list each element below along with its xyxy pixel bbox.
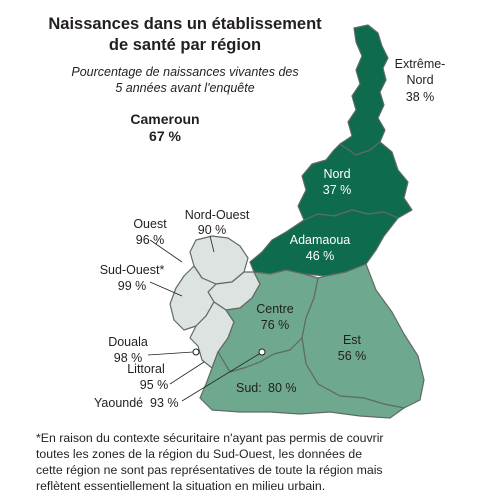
label-ouest-name: Ouest [133,217,167,231]
yaounde-marker [259,349,265,355]
label-extreme-nord-name-2: Nord [406,73,433,87]
label-extreme-nord-name: Extrême- [395,57,446,71]
label-douala-name: Douala [108,335,148,349]
label-yaounde-name: Yaoundé [94,396,143,410]
label-nord-ouest-value: 90 % [198,223,227,237]
label-sud-name: Sud: [236,381,262,395]
region-nord[interactable] [298,142,412,220]
label-centre-name: Centre [256,302,294,316]
footnote-line-1: *En raison du contexte sécuritaire n'aya… [36,430,476,446]
region-extreme-nord[interactable] [340,25,388,155]
label-nord-name: Nord [323,167,350,181]
label-yaounde-value: 93 % [150,396,179,410]
douala-marker [193,349,199,355]
footnote-line-3: cette région ne sont pas représentatives… [36,462,476,478]
label-littoral-value: 95 % [140,378,169,392]
label-est-value: 56 % [338,349,367,363]
label-centre-value: 76 % [261,318,290,332]
label-adamaoua-name: Adamaoua [290,233,351,247]
label-adamaoua-value: 46 % [306,249,335,263]
label-extreme-nord-value: 38 % [406,90,435,104]
label-est-name: Est [343,333,362,347]
label-sud-ouest-value: 99 % [118,279,147,293]
label-nord-value: 37 % [323,183,352,197]
label-sud-value: 80 % [268,381,297,395]
footnote: *En raison du contexte sécuritaire n'aya… [36,430,476,494]
label-littoral-name: Littoral [127,362,165,376]
leader-line-douala [148,352,193,355]
label-sud-ouest-name: Sud-Ouest* [100,263,165,277]
label-ouest-value: 96 % [136,233,165,247]
footnote-line-2: toutes les zones de la région du Sud-Oue… [36,446,476,462]
footnote-line-4: reflètent essentiellement la situation e… [36,478,476,494]
leader-line-littoral [170,362,204,384]
label-nord-ouest-name: Nord-Ouest [185,208,250,222]
